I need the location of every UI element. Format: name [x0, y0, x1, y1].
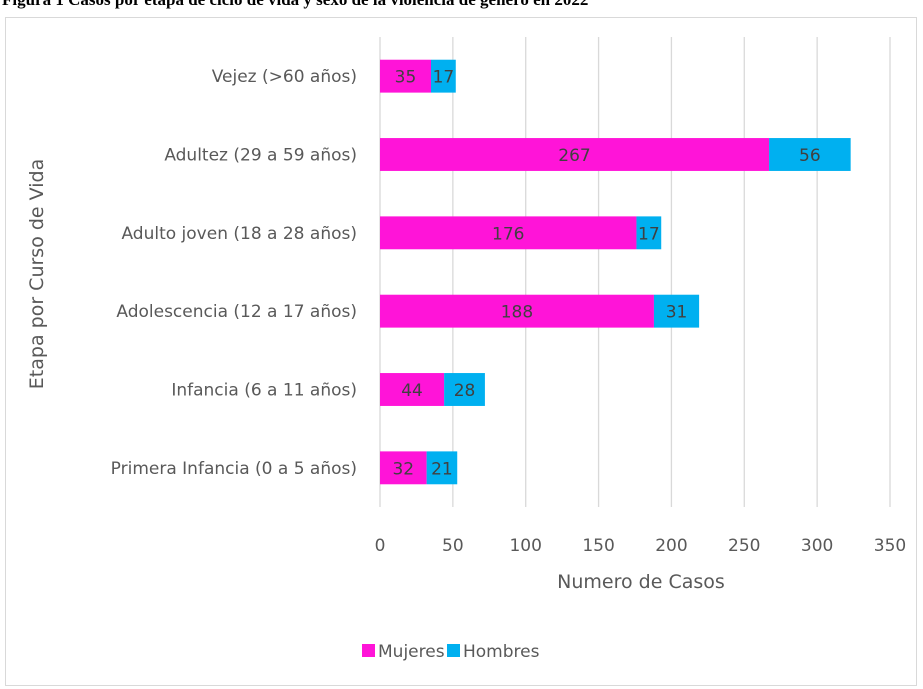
legend: Mujeres Hombres	[362, 642, 540, 662]
chart-frame	[5, 17, 917, 686]
category-label: Infancia (6 a 11 años)	[171, 381, 357, 401]
x-tick-label: 350	[874, 536, 906, 556]
bar-mujeres	[380, 373, 445, 406]
x-tick-labels: 0 50 100 150 200 250 300 350	[375, 536, 907, 556]
data-label: 31	[666, 303, 688, 323]
category-labels: Primera Infancia (0 a 5 años) Infancia (6…	[111, 67, 357, 479]
category-label: Primera Infancia (0 a 5 años)	[111, 459, 357, 479]
bar-hombres	[444, 373, 485, 406]
data-label: 21	[431, 459, 453, 479]
data-label: 35	[395, 68, 417, 88]
bar-hombres	[653, 294, 700, 328]
category-label: Vejez (>60 años)	[212, 67, 357, 87]
category-label: Adulto joven (18 a 28 años)	[121, 224, 357, 244]
bar-hombres	[426, 451, 458, 485]
x-tick-label: 250	[728, 536, 760, 556]
legend-label-hombres: Hombres	[463, 642, 540, 662]
data-label: 28	[454, 381, 476, 401]
data-label: 267	[558, 146, 590, 166]
bars: 32 21 44 28 188 31 176 17 267 56 35 17	[380, 59, 851, 485]
bar-hombres	[636, 216, 662, 250]
data-label: 17	[433, 68, 455, 88]
legend-label-mujeres: Mujeres	[378, 642, 445, 662]
bar-hombres	[769, 138, 851, 171]
data-label: 44	[401, 381, 423, 401]
bar-mujeres	[380, 451, 427, 485]
bar-mujeres	[380, 138, 770, 171]
data-label: 188	[501, 303, 533, 323]
bar-mujeres	[380, 216, 637, 250]
figure-caption: Figura 1 Casos por etapa de ciclo de vid…	[2, 0, 588, 10]
bar-hombres	[431, 59, 456, 93]
data-label: 17	[638, 224, 660, 244]
data-label: 56	[799, 146, 821, 166]
x-tick-label: 150	[582, 536, 614, 556]
category-label: Adultez (29 a 59 años)	[164, 146, 357, 166]
y-axis-title: Etapa por Curso de Vida	[26, 159, 48, 389]
data-label: 32	[392, 459, 414, 479]
x-tick-label: 100	[509, 536, 541, 556]
data-label: 176	[492, 224, 524, 244]
legend-swatch-hombres	[447, 644, 460, 657]
x-axis-title: Numero de Casos	[557, 571, 725, 593]
category-label: Adolescencia (12 a 17 años)	[116, 302, 357, 322]
bar-mujeres	[380, 294, 654, 328]
bar-mujeres	[380, 59, 431, 93]
cropped-caption-strip: Figura 1 Casos por etapa de ciclo de vid…	[0, 0, 923, 12]
x-tick-label: 50	[442, 536, 464, 556]
x-tick-label: 0	[375, 536, 386, 556]
legend-swatch-mujeres	[362, 644, 375, 657]
x-tick-label: 200	[655, 536, 687, 556]
grid-lines	[379, 37, 891, 507]
x-tick-label: 300	[801, 536, 833, 556]
